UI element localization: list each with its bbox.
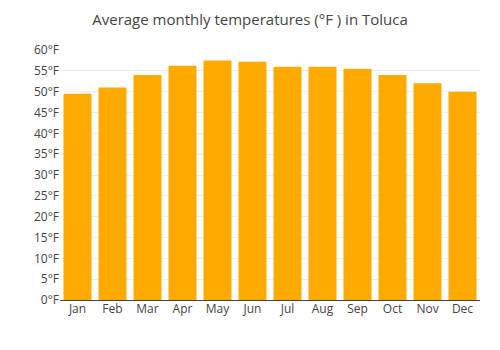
svg-text:20°F: 20°F bbox=[34, 208, 59, 225]
svg-text:Sep: Sep bbox=[347, 300, 368, 317]
svg-text:Oct: Oct bbox=[383, 300, 402, 317]
svg-text:0°F: 0°F bbox=[41, 291, 59, 308]
svg-text:Mar: Mar bbox=[136, 300, 158, 317]
svg-text:15°F: 15°F bbox=[34, 229, 59, 246]
svg-text:Jun: Jun bbox=[243, 300, 262, 317]
svg-text:30°F: 30°F bbox=[34, 166, 59, 183]
svg-text:40°F: 40°F bbox=[34, 125, 59, 142]
svg-text:Feb: Feb bbox=[102, 300, 122, 317]
svg-text:5°F: 5°F bbox=[41, 270, 59, 287]
svg-text:10°F: 10°F bbox=[34, 250, 59, 267]
svg-text:Jan: Jan bbox=[68, 300, 86, 317]
svg-text:Aug: Aug bbox=[312, 300, 334, 317]
svg-text:55°F: 55°F bbox=[34, 62, 59, 79]
svg-text:60°F: 60°F bbox=[34, 41, 59, 58]
svg-text:Nov: Nov bbox=[416, 300, 438, 317]
svg-text:May: May bbox=[206, 300, 230, 317]
svg-text:Jul: Jul bbox=[280, 300, 295, 317]
svg-text:45°F: 45°F bbox=[34, 104, 59, 121]
svg-text:Dec: Dec bbox=[452, 300, 473, 317]
svg-text:35°F: 35°F bbox=[34, 145, 59, 162]
svg-text:25°F: 25°F bbox=[34, 187, 59, 204]
svg-text:Average monthly temperatures (: Average monthly temperatures (°F ) in To… bbox=[92, 9, 408, 29]
svg-text:50°F: 50°F bbox=[34, 83, 59, 100]
svg-text:Apr: Apr bbox=[173, 300, 193, 317]
